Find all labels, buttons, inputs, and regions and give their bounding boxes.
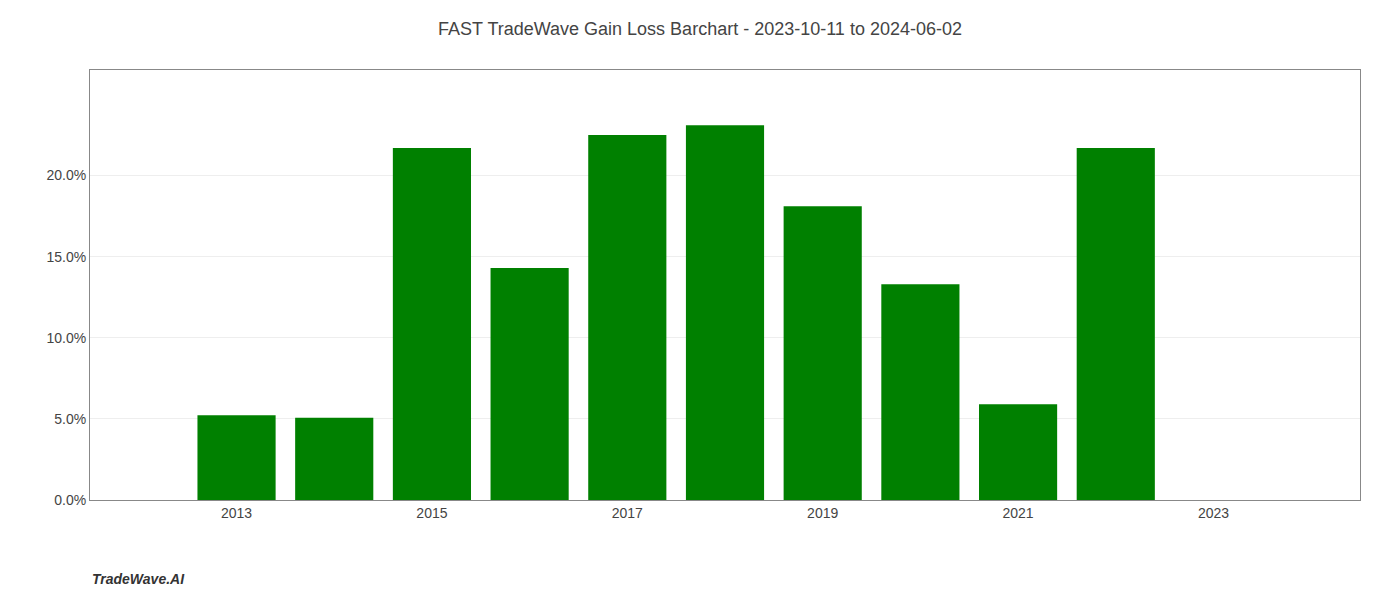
svg-text:2023: 2023: [1198, 505, 1229, 521]
svg-text:2017: 2017: [612, 505, 643, 521]
svg-text:2015: 2015: [416, 505, 447, 521]
svg-text:15.0%: 15.0%: [46, 249, 86, 265]
svg-text:TradeWave.AI: TradeWave.AI: [92, 571, 185, 587]
svg-text:2021: 2021: [1003, 505, 1034, 521]
svg-text:2013: 2013: [221, 505, 252, 521]
svg-text:0.0%: 0.0%: [54, 492, 86, 508]
svg-text:10.0%: 10.0%: [46, 330, 86, 346]
svg-text:FAST TradeWave Gain Loss Barch: FAST TradeWave Gain Loss Barchart - 2023…: [438, 19, 962, 39]
svg-text:20.0%: 20.0%: [46, 167, 86, 183]
svg-text:5.0%: 5.0%: [54, 411, 86, 427]
svg-text:2019: 2019: [807, 505, 838, 521]
